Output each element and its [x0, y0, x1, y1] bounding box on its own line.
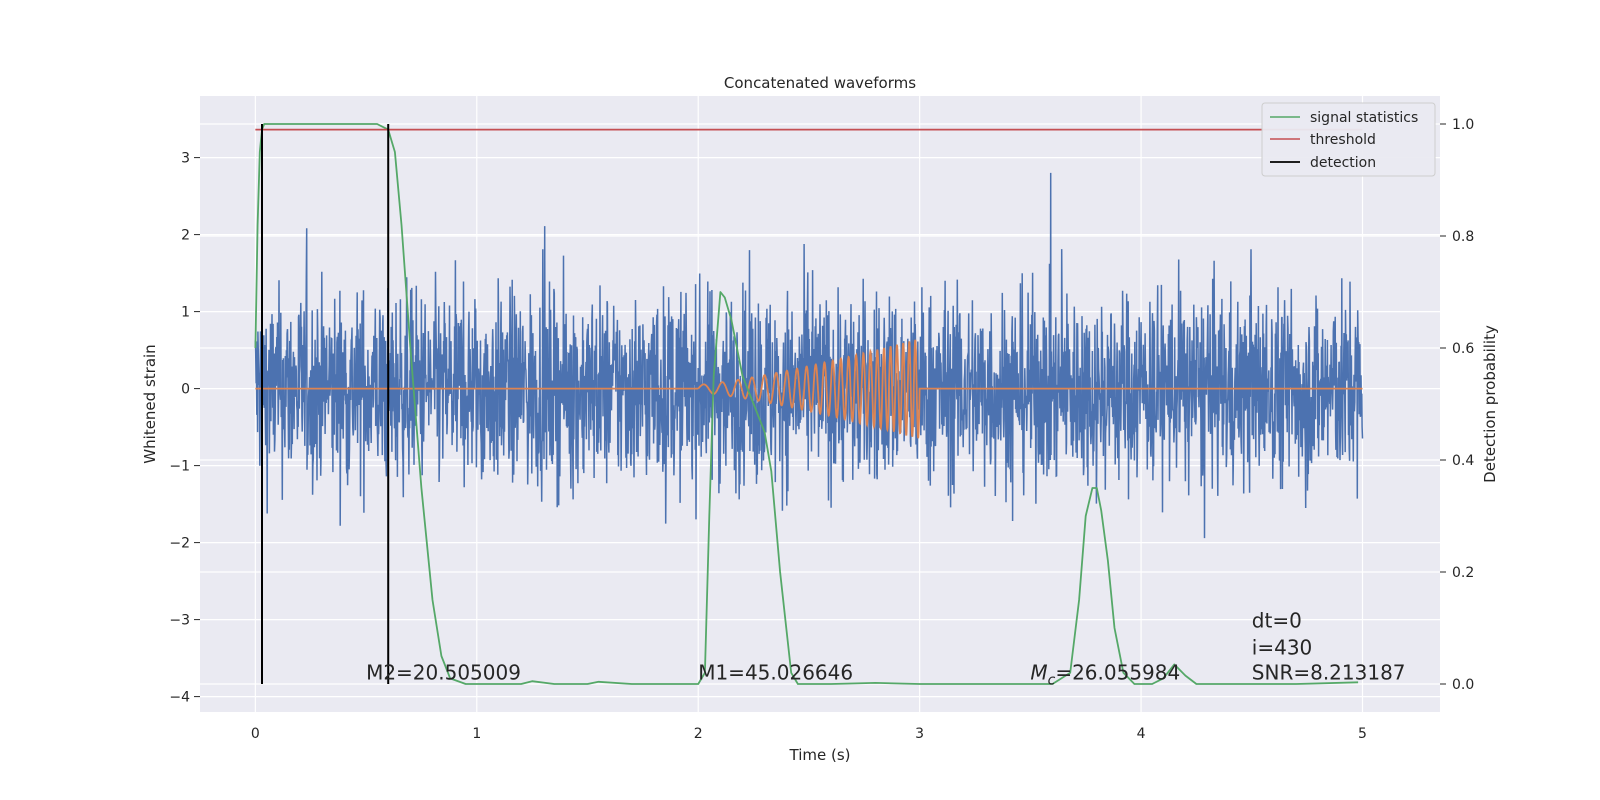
annotation-text: i=430	[1252, 635, 1313, 659]
y2-tick-label: 0.8	[1452, 229, 1474, 245]
annotations: M2=20.505009 M1=45.026646 Mc=26.055984 SNR=…	[366, 608, 1405, 688]
chart-title: Concatenated waveforms	[724, 74, 916, 92]
legend-label-threshold: threshold	[1310, 132, 1376, 148]
y2-tick-label: 0.2	[1452, 565, 1474, 581]
annotation-text: M2=20.505009	[366, 661, 521, 685]
x-axis-ticks: 0 1 2 3 4 5	[251, 726, 1367, 742]
detection-series	[261, 124, 390, 684]
y2-tick-label: 0.4	[1452, 453, 1474, 469]
annotation-text: dt=0	[1252, 608, 1302, 632]
annotation-text: Mc=26.055984	[1030, 661, 1180, 689]
y-tick-label: 2	[181, 228, 190, 244]
waveform-series	[255, 339, 1363, 439]
signal-statistics-series	[254, 123, 1359, 685]
y2-tick-label: 0.0	[1452, 677, 1474, 693]
y-tick-label: −1	[169, 459, 190, 475]
x-tick-label: 3	[915, 726, 924, 742]
legend-label-signal-statistics: signal statistics	[1310, 110, 1418, 126]
legend-label-detection: detection	[1310, 155, 1376, 171]
legend: signal statistics threshold detection	[1261, 102, 1436, 177]
y-tick-label: 0	[181, 382, 190, 398]
x-tick-label: 5	[1358, 726, 1367, 742]
y-tick-label: 1	[181, 305, 190, 321]
y2-axis-ticks: 0.0 0.2 0.4 0.6 0.8 1.0	[1440, 117, 1474, 693]
annotation-text: SNR=8.213187	[1252, 661, 1406, 685]
x-tick-label: 2	[694, 726, 703, 742]
waveform-line	[255, 339, 1363, 439]
x-tick-label: 0	[251, 726, 260, 742]
y2-axis-label: Detection probability	[1481, 325, 1499, 483]
y-axis-ticks: −4 −3 −2 −1 0 1 2 3	[169, 151, 200, 706]
noise-line	[254, 172, 1364, 539]
y2-tick-label: 1.0	[1452, 117, 1474, 133]
y-tick-label: −2	[169, 536, 190, 552]
legend-box	[1261, 102, 1436, 177]
y-tick-label: 3	[181, 151, 190, 167]
x-tick-label: 4	[1137, 726, 1146, 742]
x-tick-label: 1	[472, 726, 481, 742]
y-axis-label: Whitened strain	[141, 344, 159, 463]
noise-series	[254, 172, 1364, 539]
signal-statistics-line	[254, 123, 1359, 685]
x-axis-label: Time (s)	[789, 746, 851, 764]
y2-tick-label: 0.6	[1452, 341, 1474, 357]
y-tick-label: −3	[169, 613, 190, 629]
y-tick-label: −4	[169, 690, 190, 706]
annotation-text: M1=45.026646	[698, 661, 853, 685]
